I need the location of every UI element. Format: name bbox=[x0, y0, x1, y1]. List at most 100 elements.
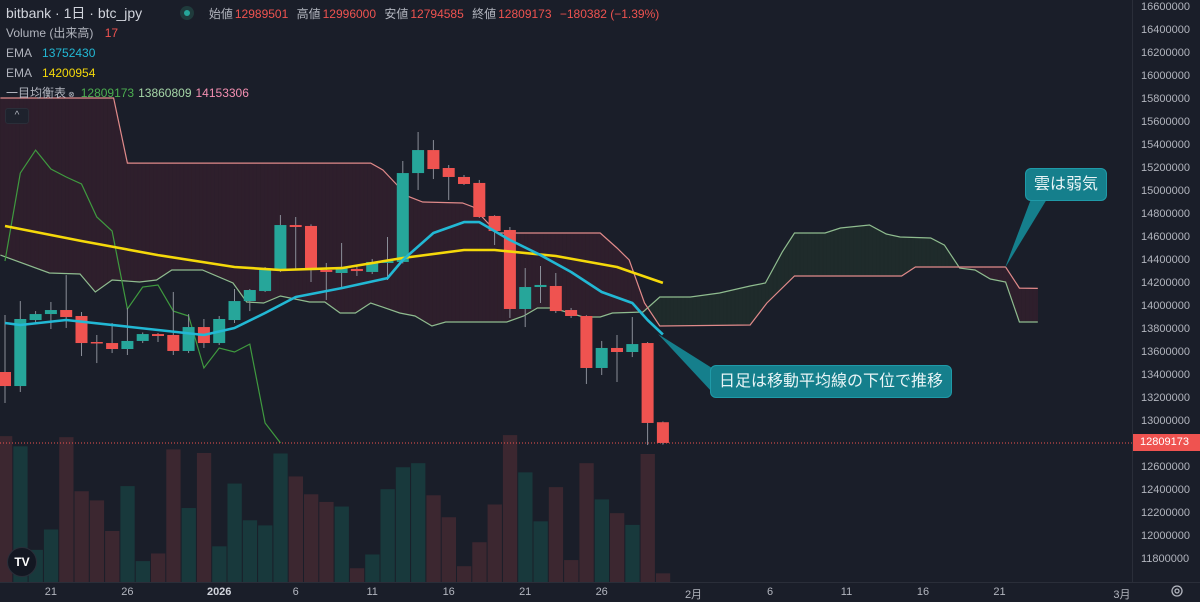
ema-fast-legend[interactable]: EMA 13752430 bbox=[6, 43, 664, 63]
kumo-cloud-segment bbox=[214, 162, 219, 278]
candle-up bbox=[274, 225, 287, 271]
open-value: 12989501 bbox=[234, 7, 289, 21]
kumo-cloud-segment bbox=[1021, 287, 1026, 323]
ichimoku-settings-icon[interactable]: ⊗ bbox=[68, 90, 75, 99]
kumo-cloud-segment bbox=[436, 202, 441, 326]
kumo-cloud-segment bbox=[604, 236, 609, 316]
kumo-cloud-segment bbox=[937, 241, 942, 268]
price-axis-tick: 15200000 bbox=[1141, 162, 1190, 174]
volume-bar bbox=[242, 520, 258, 582]
volume-legend[interactable]: Volume (出来高) 17 bbox=[6, 23, 664, 43]
candle-down bbox=[167, 334, 180, 351]
price-axis-tick: 14200000 bbox=[1141, 277, 1190, 289]
kumo-cloud-segment bbox=[451, 202, 456, 323]
kumo-cloud-segment bbox=[925, 237, 931, 268]
market-status-icon bbox=[179, 6, 194, 20]
kumo-cloud-segment bbox=[218, 162, 223, 279]
kumo-cloud-segment bbox=[424, 201, 430, 325]
candle-down bbox=[656, 422, 669, 443]
kumo-cloud-segment bbox=[443, 202, 449, 323]
time-axis-tick: 11 bbox=[840, 586, 853, 598]
volume-bar bbox=[655, 573, 671, 582]
current-price-label: 12809173 bbox=[1133, 434, 1200, 451]
candle-down bbox=[320, 270, 333, 272]
kumo-cloud-segment bbox=[413, 198, 418, 318]
price-axis-tick: 14600000 bbox=[1141, 231, 1190, 243]
kumo-cloud-segment bbox=[577, 232, 583, 317]
kumo-cloud-segment bbox=[374, 165, 380, 307]
volume-bar bbox=[304, 494, 319, 582]
kumo-cloud-segment bbox=[658, 296, 663, 327]
price-axis-tick: 13800000 bbox=[1141, 323, 1190, 335]
symbol-row: bitbank · 1日 · btc_jpy 始値 12989501 高値 1299… bbox=[6, 3, 664, 23]
kumo-cloud-segment bbox=[661, 296, 667, 327]
symbol-title[interactable]: bitbank · 1日 · btc_jpy bbox=[6, 5, 143, 21]
time-axis-tick: 26 bbox=[595, 586, 608, 598]
ema-slow-legend[interactable]: EMA 14200954 bbox=[6, 63, 664, 83]
kumo-cloud-segment bbox=[65, 97, 70, 274]
kumo-cloud-segment bbox=[585, 232, 590, 318]
volume-bar bbox=[365, 554, 380, 582]
cloud-callout-pointer bbox=[1005, 199, 1047, 268]
price-axis-tick: 12000000 bbox=[1141, 530, 1190, 542]
kumo-cloud-segment bbox=[914, 237, 919, 268]
candle-down bbox=[0, 372, 11, 387]
kumo-cloud-segment bbox=[841, 227, 847, 277]
candle-down bbox=[549, 285, 562, 312]
kumo-cloud-segment bbox=[187, 162, 192, 271]
kumo-cloud-segment bbox=[363, 162, 368, 309]
candle-up bbox=[243, 290, 256, 302]
volume-bar bbox=[0, 436, 13, 582]
kumo-cloud-segment bbox=[145, 162, 150, 282]
kumo-cloud-segment bbox=[745, 285, 751, 326]
price-axis-tick: 13000000 bbox=[1141, 415, 1190, 427]
kumo-cloud-segment bbox=[788, 235, 793, 283]
candle-down bbox=[289, 225, 302, 227]
kumo-cloud-segment bbox=[1029, 287, 1034, 323]
time-axis-tick: 3月 bbox=[1113, 589, 1131, 601]
kumo-cloud-segment bbox=[478, 212, 483, 323]
kumo-cloud-segment bbox=[830, 229, 835, 277]
kumo-cloud-segment bbox=[822, 232, 827, 277]
kumo-cloud-segment bbox=[111, 97, 116, 281]
kumo-cloud-segment bbox=[38, 97, 43, 271]
kumo-cloud-segment bbox=[221, 162, 227, 281]
kumo-cloud-segment bbox=[612, 243, 617, 314]
kumo-cloud-segment bbox=[298, 162, 303, 301]
price-axis-tick: 16600000 bbox=[1141, 1, 1190, 13]
kumo-cloud-segment bbox=[707, 293, 713, 326]
kumo-cloud-segment bbox=[688, 296, 694, 326]
ema-fast-value: 13752430 bbox=[42, 46, 96, 60]
kumo-cloud-segment bbox=[623, 254, 629, 313]
kumo-cloud-segment bbox=[428, 201, 433, 327]
volume-bar bbox=[105, 531, 120, 582]
ichimoku-legend[interactable]: 一目均衡表 ⊗ 12809173 13860809 14153306 bbox=[6, 83, 664, 103]
kumo-cloud-segment bbox=[665, 296, 671, 327]
price-chart[interactable] bbox=[0, 0, 1132, 582]
settings-gear-icon[interactable] bbox=[1170, 584, 1184, 598]
time-axis-tick: 21 bbox=[993, 586, 1006, 598]
kumo-cloud-segment bbox=[191, 162, 196, 271]
kumo-cloud-segment bbox=[879, 230, 885, 277]
collapse-legend-button[interactable]: ^ bbox=[5, 108, 29, 124]
volume-bar bbox=[579, 463, 594, 582]
kumo-cloud-segment bbox=[439, 202, 445, 324]
time-axis[interactable]: 21 26 2026 6 11 16 21 26 2月 6 11 16 21 3月 bbox=[0, 582, 1200, 601]
kumo-cloud-segment bbox=[589, 232, 594, 318]
ema-slow-label: EMA bbox=[6, 66, 33, 80]
kumo-cloud-segment bbox=[941, 242, 946, 268]
candle-down bbox=[580, 316, 593, 368]
kumo-cloud-segment bbox=[133, 162, 139, 283]
volume-bar bbox=[43, 529, 59, 582]
kumo-cloud-segment bbox=[784, 241, 789, 287]
kumo-cloud-segment bbox=[596, 232, 602, 318]
kumo-cloud-segment bbox=[826, 230, 831, 277]
kumo-cloud-segment bbox=[76, 97, 82, 276]
volume-bar bbox=[319, 501, 334, 582]
senkou-span-a-line bbox=[0, 224, 1038, 327]
tradingview-logo[interactable]: TV bbox=[7, 547, 37, 577]
volume-bar bbox=[548, 487, 564, 582]
candle-up bbox=[259, 270, 272, 292]
volume-bar bbox=[518, 472, 533, 582]
price-axis[interactable]: 16600000 16400000 16200000 16000000 15800000… bbox=[1132, 0, 1200, 582]
